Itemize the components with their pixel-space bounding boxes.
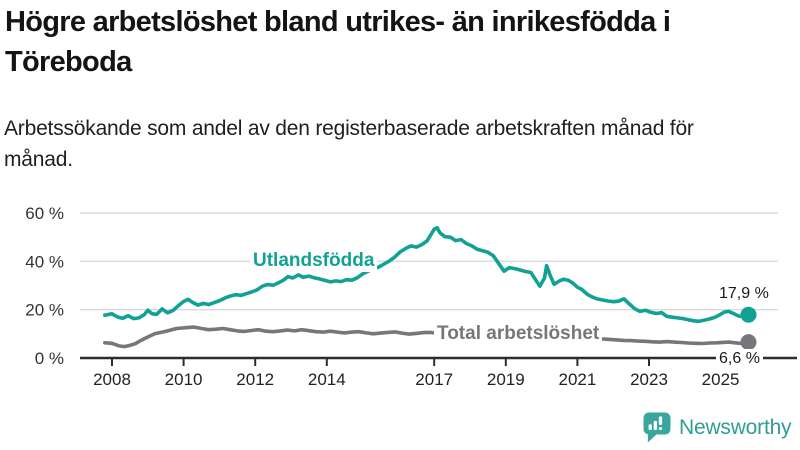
bar-chart-glyph bbox=[648, 416, 663, 430]
newsworthy-icon bbox=[643, 412, 671, 443]
y-axis-label: 20 % bbox=[25, 301, 64, 320]
series-line-utlandsfodda bbox=[103, 225, 751, 324]
end-value-total-arbetsloshet: 6,6 % bbox=[716, 349, 763, 368]
x-axis-label: 2017 bbox=[415, 370, 453, 389]
series-label-utlandsfodda: Utlandsfödda bbox=[250, 250, 378, 272]
x-axis-label: 2012 bbox=[236, 370, 274, 389]
end-dot-utlandsfodda bbox=[740, 306, 757, 323]
page-subtitle: Arbetssökande som andel av den registerb… bbox=[4, 117, 694, 171]
series-line-total-arbetsloshet bbox=[103, 325, 751, 349]
newsworthy-wordmark: Newsworthy bbox=[679, 415, 792, 439]
x-axis-label: 2023 bbox=[630, 370, 668, 389]
x-axis-label: 2014 bbox=[308, 370, 346, 389]
x-axis-label: 2021 bbox=[558, 370, 596, 389]
x-axis-label: 2008 bbox=[93, 370, 131, 389]
x-axis-label: 2025 bbox=[702, 370, 740, 389]
x-axis-label: 2010 bbox=[165, 370, 203, 389]
y-axis-label: 60 % bbox=[25, 204, 64, 223]
page-title: Högre arbetslöshet bland utrikes- än inr… bbox=[5, 6, 671, 79]
end-value-utlandsfodda: 17,9 % bbox=[719, 285, 769, 302]
y-axis-label: 0 % bbox=[35, 349, 64, 368]
series-label-total-arbetsloshet: Total arbetslöshet bbox=[434, 323, 603, 345]
y-axis-label: 40 % bbox=[25, 252, 64, 271]
x-axis-label: 2019 bbox=[487, 370, 525, 389]
end-dot-total-arbetsloshet bbox=[740, 334, 757, 351]
newsworthy-logo: Newsworthy bbox=[642, 411, 792, 444]
